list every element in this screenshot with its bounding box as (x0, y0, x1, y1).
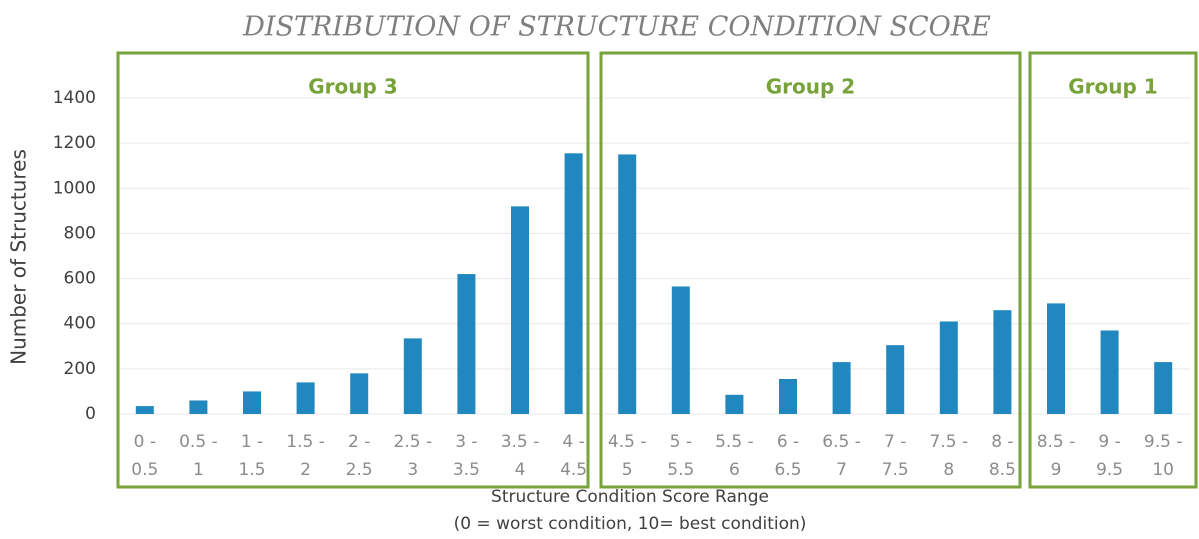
chart-title: DISTRIBUTION OF STRUCTURE CONDITION SCOR… (242, 12, 991, 43)
group-box (116, 51, 590, 489)
group-label: Group 1 (1068, 75, 1157, 99)
bar (243, 391, 261, 414)
bar (403, 338, 422, 414)
bar (1100, 330, 1119, 414)
bar (779, 379, 797, 414)
bar (296, 382, 315, 414)
bar (1047, 303, 1065, 414)
y-tick-label: 1000 (53, 178, 96, 198)
x-tick-label: 0.5 - 1 (179, 432, 218, 480)
group-box (1028, 51, 1198, 489)
x-tick-label: 3 - 3.5 (452, 432, 480, 480)
bar (189, 400, 208, 414)
x-tick-label: 4.5 - 5 (607, 432, 647, 480)
y-tick-label: 400 (64, 314, 96, 334)
x-tick-label: 9 - 9.5 (1096, 432, 1124, 480)
bar (564, 153, 583, 415)
x-tick-label: 6 - 6.5 (774, 432, 802, 480)
x-tick-label: 2.5 - 3 (393, 432, 433, 480)
bar (993, 310, 1012, 414)
x-tick-label: 9.5 - 10 (1143, 432, 1183, 480)
x-tick-label: 8.5 - 9 (1036, 432, 1076, 480)
group-box (599, 51, 1022, 489)
x-tick-label: 7.5 - 8 (929, 432, 969, 480)
x-tick-label: 1 - 1.5 (238, 432, 266, 480)
x-tick-label: 3.5 - 4 (500, 432, 540, 480)
y-tick-label: 600 (64, 269, 96, 289)
bar (350, 373, 369, 414)
y-tick-label: 800 (64, 223, 96, 243)
x-tick-label: 1.5 - 2 (286, 432, 325, 480)
x-tick-label: 4 - 4.5 (560, 432, 588, 480)
y-tick-label: 0 (85, 404, 96, 424)
x-tick-label: 0 - 0.5 (131, 432, 159, 480)
bar (457, 274, 476, 414)
y-axis-label: Number of Structures (7, 149, 31, 365)
x-tick-label: 2 - 2.5 (345, 432, 373, 480)
y-tick-label: 1400 (53, 88, 96, 108)
x-tick-label: 5.5 - 6 (715, 432, 754, 480)
x-tick-label: 8 - 8.5 (988, 432, 1016, 480)
bar (135, 406, 154, 414)
bar (886, 345, 905, 414)
x-tick-label: 5 - 5.5 (667, 432, 695, 480)
group-label: Group 2 (766, 75, 855, 99)
y-tick-label: 1200 (53, 133, 96, 153)
x-tick-label: 6.5 - 7 (822, 432, 861, 480)
bar (511, 206, 529, 414)
x-tick-label: 7 - 7.5 (881, 432, 909, 480)
x-axis-label: (0 = worst condition, 10= best condition… (454, 514, 807, 534)
y-tick-label: 200 (64, 359, 96, 379)
bar (618, 154, 637, 414)
bar (1154, 362, 1173, 414)
bar (832, 362, 851, 414)
bar (725, 394, 744, 414)
bar (671, 286, 690, 414)
x-axis-label: Structure Condition Score Range (491, 487, 769, 507)
group-label: Group 3 (308, 75, 397, 99)
bar (939, 321, 958, 414)
